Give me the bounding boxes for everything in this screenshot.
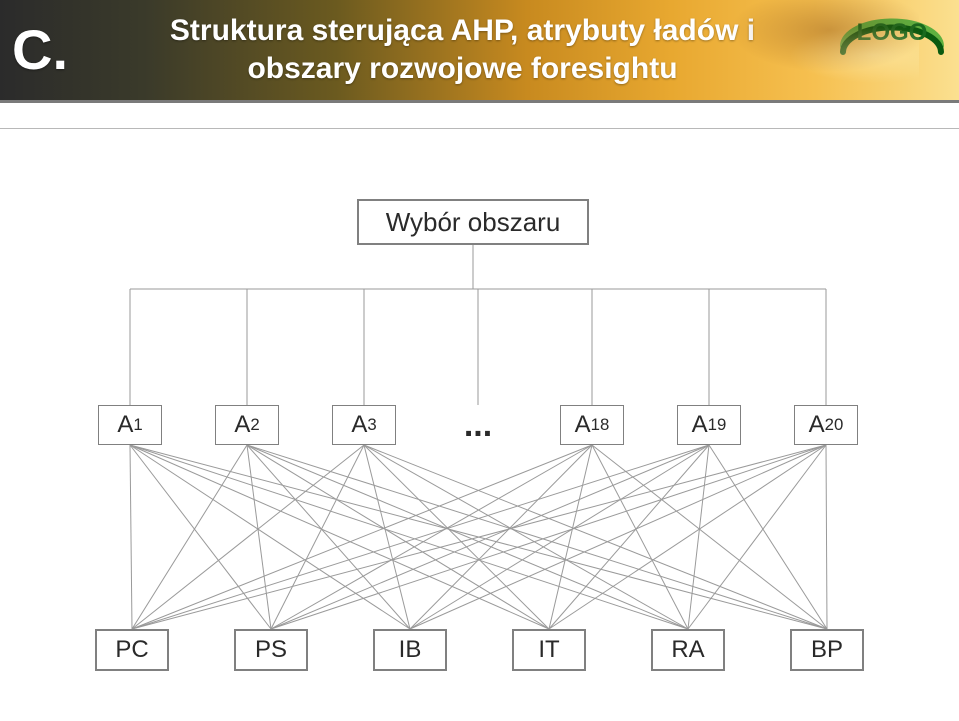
node-label: PC xyxy=(115,636,148,664)
node-label: IT xyxy=(538,636,559,664)
node-a19: A19 xyxy=(677,405,741,445)
diagram-stage: Wybór obszaru A1 A2 A3... A18 A19 A20 PC PS IB IT R… xyxy=(0,129,959,721)
logo-icon: LOGO xyxy=(837,6,947,66)
logo-placeholder: LOGO xyxy=(837,6,947,66)
node-label: IB xyxy=(399,636,422,664)
header-sub-band xyxy=(0,103,959,129)
node-bp: BP xyxy=(790,629,864,671)
node-ib: IB xyxy=(373,629,447,671)
node-a3: A3 xyxy=(332,405,396,445)
node-ps: PS xyxy=(234,629,308,671)
node-a2: A2 xyxy=(215,405,279,445)
title-block: Struktura sterująca AHP, atrybuty ładów … xyxy=(86,12,959,89)
node-goal: Wybór obszaru xyxy=(357,199,589,245)
node-ra: RA xyxy=(651,629,725,671)
logo-text: LOGO xyxy=(857,19,928,46)
node-label: A xyxy=(351,411,367,439)
title-line-2: obszary rozwojowe foresightu xyxy=(86,50,839,88)
node-label: A xyxy=(234,411,250,439)
node-pc: PC xyxy=(95,629,169,671)
node-a18: A18 xyxy=(560,405,624,445)
node-label: PS xyxy=(255,636,287,664)
node-label: ... xyxy=(464,406,492,445)
node-a20: A20 xyxy=(794,405,858,445)
node-label: A xyxy=(117,411,133,439)
node-label: A xyxy=(575,411,591,439)
node-a1: A1 xyxy=(98,405,162,445)
slide-letter: C. xyxy=(12,22,86,78)
node-label: RA xyxy=(671,636,704,664)
node-it: IT xyxy=(512,629,586,671)
node-label: A xyxy=(809,411,825,439)
node-label: BP xyxy=(811,636,843,664)
node-label: A xyxy=(692,411,708,439)
node-label: Wybór obszaru xyxy=(386,207,561,238)
title-line-1: Struktura sterująca AHP, atrybuty ładów … xyxy=(86,12,839,50)
node-dot: ... xyxy=(438,405,518,445)
header-band: C. Struktura sterująca AHP, atrybuty ład… xyxy=(0,0,959,100)
